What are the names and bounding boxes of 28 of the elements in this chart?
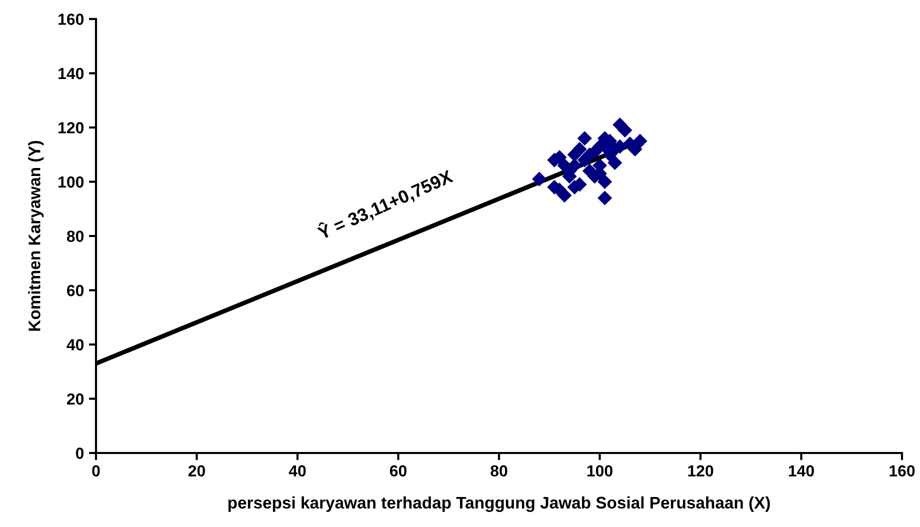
y-axis-title: Komitmen Karyawan (Y)	[28, 140, 44, 331]
point	[598, 190, 612, 206]
x-tick-label: 80	[490, 465, 508, 477]
y-tick-label: 100	[58, 176, 84, 188]
point	[572, 142, 587, 156]
y-tick-label: 40	[66, 339, 84, 350]
x-axis-title: persepsi karyawan terhadap Tanggung Jawab Sosial Perusahaan (X)	[228, 496, 770, 512]
y-tick-label: 20	[66, 393, 84, 405]
point	[577, 131, 592, 146]
x-tick-label: 0	[92, 465, 100, 477]
point	[608, 155, 622, 170]
x-tick-label: 100	[587, 465, 612, 477]
y-tick-label: 60	[67, 284, 84, 296]
x-tick-label: 160	[890, 465, 915, 477]
x-tick-label: 60	[390, 465, 406, 477]
point	[557, 188, 572, 203]
point	[532, 172, 547, 186]
y-tick-label: 160	[58, 14, 84, 25]
point	[598, 174, 612, 190]
x-tick-label: 20	[188, 465, 205, 477]
x-tick-label: 140	[788, 465, 814, 477]
x-tick-label: 120	[688, 465, 714, 477]
x-tick-label: 40	[288, 465, 306, 477]
y-tick-label: 80	[66, 230, 84, 242]
y-tick-label: 120	[58, 122, 84, 134]
y-tick-label: 140	[58, 68, 84, 80]
y-tick-label: 0	[76, 448, 84, 459]
point	[632, 134, 648, 148]
